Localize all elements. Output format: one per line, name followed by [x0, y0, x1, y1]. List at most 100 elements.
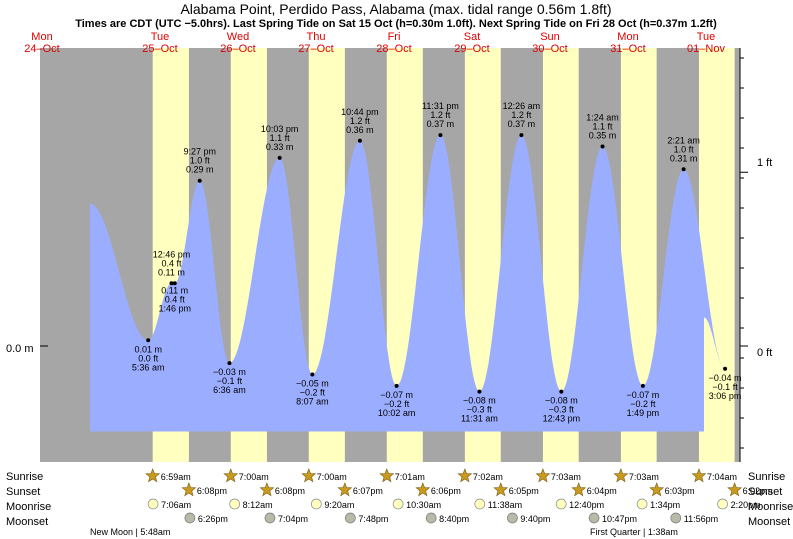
moonset-time: 11:56pm — [684, 514, 718, 524]
moonset-time: 7:48pm — [358, 514, 388, 524]
tide-point — [146, 338, 151, 343]
moonrise-circle-icon — [147, 498, 159, 510]
tide-label: 0.01 m — [134, 344, 162, 354]
moonrise-circle-icon — [392, 498, 404, 510]
tide-label: 0.35 m — [589, 131, 617, 141]
day-label-weekday: Sun — [540, 31, 560, 43]
moonrise-time: 7:06am — [161, 500, 191, 510]
tide-point — [519, 133, 524, 138]
sunset-star-icon — [493, 482, 509, 497]
tide-label: 11:31 pm — [422, 101, 459, 111]
daylight-band — [698, 48, 735, 462]
moonset-circle-icon — [345, 512, 356, 524]
tide-label: 0.37 m — [427, 119, 455, 129]
tide-label: 0.0 ft — [138, 353, 159, 363]
sunrise-star-icon — [691, 468, 707, 483]
tide-point — [172, 281, 177, 286]
moonrise-label-left: Moonrise — [6, 501, 51, 513]
sunset-star-icon — [415, 482, 431, 497]
day-label-weekday: Fri — [388, 31, 401, 43]
sunset-time: 6:02pm — [743, 486, 773, 496]
sunrise-star-icon — [223, 468, 239, 483]
tide-label: 11:31 am — [461, 414, 498, 424]
tide-label: −0.07 m — [627, 390, 660, 400]
moonset-label-left: Moonset — [6, 516, 48, 528]
tide-point — [681, 167, 686, 172]
moonset-time: 10:47pm — [602, 514, 637, 524]
tide-point — [438, 133, 443, 138]
tide-label: 1.0 ft — [190, 156, 211, 166]
moonset-circle-icon — [425, 512, 437, 524]
tide-label: 0.31 m — [670, 153, 698, 163]
day-label-date: 24–Oct — [24, 43, 59, 55]
tide-label: 3:06 pm — [709, 391, 742, 401]
tide-label: 1.2 ft — [430, 110, 451, 120]
sunrise-time: 7:04am — [707, 472, 737, 482]
tide-label: 1.1 ft — [593, 122, 614, 132]
day-label-date: 27–Oct — [298, 43, 333, 55]
sunrise-star-icon — [457, 468, 473, 483]
tide-label: −0.08 m — [463, 396, 496, 406]
sunset-time: 6:08pm — [275, 486, 305, 496]
sunset-time: 6:03pm — [665, 486, 695, 496]
tide-label: 0.37 m — [508, 119, 536, 129]
tide-point — [310, 372, 315, 377]
moonset-circle-icon — [507, 512, 518, 524]
tide-point — [277, 155, 282, 160]
day-label-weekday: Wed — [227, 31, 249, 43]
left-axis-label: 0.0 m — [6, 343, 34, 355]
tide-label: 0.33 m — [266, 142, 294, 152]
moonset-circle-icon — [670, 512, 682, 524]
moonset-time: 9:40pm — [520, 514, 550, 524]
day-label-date: 26–Oct — [220, 43, 255, 55]
day-label-date: 29–Oct — [454, 43, 489, 55]
tide-point — [169, 281, 174, 286]
tide-label: 0.4 ft — [161, 258, 182, 268]
day-label-date: 30–Oct — [532, 43, 567, 55]
tide-label: −0.1 ft — [217, 376, 243, 386]
tide-label: 1.1 ft — [270, 133, 291, 143]
tide-label: −0.08 m — [545, 396, 578, 406]
tide-label: −0.07 m — [380, 390, 413, 400]
sunrise-star-icon — [535, 468, 551, 483]
tide-label: 10:03 pm — [261, 124, 299, 134]
tide-label: 10:44 pm — [341, 107, 379, 117]
sunrise-star-icon — [301, 468, 317, 483]
tide-label: 12:46 pm — [153, 249, 191, 259]
tide-point — [640, 383, 645, 388]
tide-label: 1.2 ft — [350, 116, 371, 126]
moonrise-time: 10:30am — [406, 500, 441, 510]
tide-label: 10:02 am — [378, 408, 416, 418]
tide-label: −0.2 ft — [630, 399, 656, 409]
day-label-date: 01–Nov — [687, 43, 725, 55]
sunrise-time: 7:03am — [629, 472, 659, 482]
right-axis-label-0ft: 0 ft — [757, 347, 772, 359]
sunrise-star-icon — [613, 468, 629, 483]
day-labels: Mon24–OctTue25–OctWed26–OctThu27–OctFri2… — [24, 31, 725, 55]
tide-label: 1.2 ft — [511, 110, 532, 120]
tide-label: −0.1 ft — [712, 382, 738, 392]
moonrise-circle-icon — [636, 498, 648, 510]
tide-point — [394, 383, 399, 388]
zero-line — [40, 57, 748, 449]
chart-title: Alabama Point, Perdido Pass, Alabama (ma… — [180, 1, 611, 17]
moonrise-time: 11:38am — [488, 500, 522, 510]
day-label-weekday: Sat — [464, 31, 481, 43]
new-moon-label: New Moon | 5:48am — [90, 527, 170, 537]
tide-label: 0.11 m — [161, 285, 188, 295]
moonset-time: 6:26pm — [198, 514, 228, 524]
moonrise-circle-icon — [555, 498, 567, 510]
sunrise-time: 7:03am — [551, 472, 581, 482]
chart-subtitle: Times are CDT (UTC −5.0hrs). Last Spring… — [75, 18, 717, 30]
tide-label: 12:43 pm — [543, 414, 581, 424]
sunrise-star-icon — [145, 468, 161, 483]
sunrise-time: 6:59am — [161, 472, 191, 482]
sunset-star-icon — [259, 482, 275, 497]
day-label-date: 28–Oct — [376, 43, 411, 55]
day-label-weekday: Tue — [151, 31, 170, 43]
day-label-date: 25–Oct — [142, 43, 177, 55]
sunrise-label-left: Sunrise — [6, 471, 43, 483]
sunset-label-left: Sunset — [6, 486, 40, 498]
